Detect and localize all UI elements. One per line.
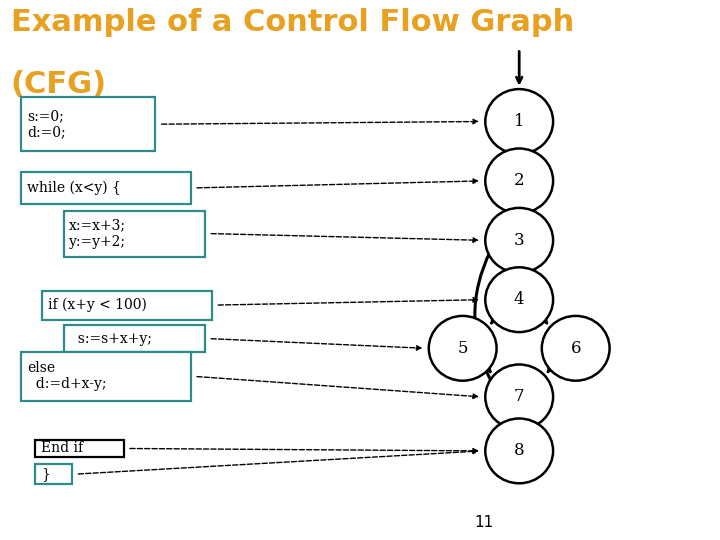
Text: 7: 7 <box>514 388 524 406</box>
Text: if (x+y < 100): if (x+y < 100) <box>48 298 147 312</box>
Ellipse shape <box>485 364 553 429</box>
Text: 5: 5 <box>457 340 468 357</box>
Text: 1: 1 <box>514 113 524 130</box>
FancyBboxPatch shape <box>63 211 205 256</box>
Text: while (x<y) {: while (x<y) { <box>27 181 121 195</box>
Text: 2: 2 <box>514 172 524 190</box>
FancyBboxPatch shape <box>63 325 205 352</box>
Text: 4: 4 <box>514 291 524 308</box>
Text: }: } <box>41 467 50 481</box>
Ellipse shape <box>485 89 553 154</box>
Ellipse shape <box>485 418 553 483</box>
Ellipse shape <box>485 148 553 213</box>
Text: x:=x+3;
y:=y+2;: x:=x+3; y:=y+2; <box>69 219 126 248</box>
Text: (CFG): (CFG) <box>11 70 107 99</box>
Ellipse shape <box>485 208 553 273</box>
Text: 11: 11 <box>474 515 493 530</box>
Ellipse shape <box>485 267 553 332</box>
Text: 3: 3 <box>514 232 524 249</box>
Ellipse shape <box>429 316 497 381</box>
Text: End if: End if <box>41 442 83 455</box>
FancyBboxPatch shape <box>21 172 191 204</box>
Text: Example of a Control Flow Graph: Example of a Control Flow Graph <box>11 8 574 37</box>
FancyBboxPatch shape <box>42 291 212 320</box>
Text: 6: 6 <box>570 340 581 357</box>
FancyBboxPatch shape <box>35 440 124 457</box>
Text: s:=s+x+y;: s:=s+x+y; <box>69 332 152 346</box>
FancyBboxPatch shape <box>21 97 156 151</box>
Text: else
  d:=d+x-y;: else d:=d+x-y; <box>27 361 107 392</box>
Ellipse shape <box>541 316 610 381</box>
FancyBboxPatch shape <box>21 352 191 401</box>
Text: s:=0;
d:=0;: s:=0; d:=0; <box>27 109 66 139</box>
FancyBboxPatch shape <box>35 464 72 484</box>
Text: 8: 8 <box>514 442 524 460</box>
